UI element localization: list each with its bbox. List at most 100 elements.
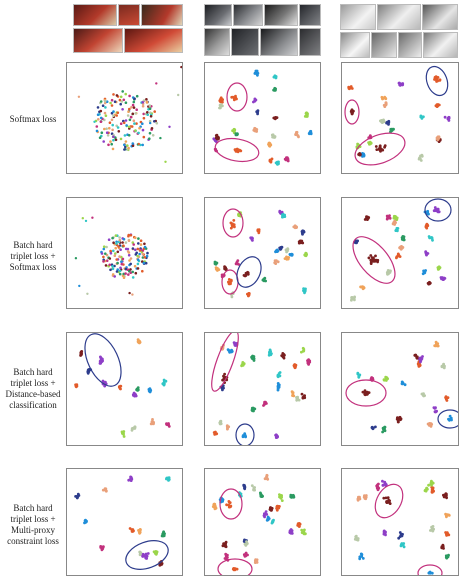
scatter-point xyxy=(351,111,354,114)
scatter-point xyxy=(384,483,388,487)
scatter-point xyxy=(277,506,281,510)
scatter-point xyxy=(245,271,249,275)
scatter-point xyxy=(222,377,226,381)
scatter-point xyxy=(400,245,404,249)
scatter-point xyxy=(437,266,441,270)
scatter-point xyxy=(86,371,90,375)
scatter-point xyxy=(105,259,109,262)
scatter-point xyxy=(118,98,122,102)
scatter-point xyxy=(218,106,221,110)
scatter-point xyxy=(273,87,277,91)
scatter-point xyxy=(103,99,107,103)
scatter-point xyxy=(363,392,367,395)
cluster-highlight-ellipse xyxy=(211,333,239,392)
cluster-highlight-ellipse xyxy=(125,540,169,570)
row-label-line: classification xyxy=(9,400,57,410)
scatter-point xyxy=(136,338,140,341)
scatter-point xyxy=(350,296,354,299)
scatter-point xyxy=(127,253,131,257)
row-label-line: Distance-based xyxy=(5,389,61,399)
scatter-point xyxy=(430,571,434,575)
scatter-point xyxy=(84,219,88,223)
scatter-point xyxy=(137,242,140,245)
scatter-point xyxy=(397,254,401,258)
scatter-point xyxy=(237,213,240,217)
scatter-point xyxy=(136,258,140,261)
scatter-point xyxy=(381,426,385,430)
scatter-point xyxy=(122,121,126,125)
scatter-point xyxy=(449,416,453,420)
scatter-point xyxy=(127,146,130,150)
scatter-point xyxy=(282,213,286,217)
row-label-line: Softmax loss xyxy=(9,262,57,272)
row-label-line: triplet loss + xyxy=(10,378,56,388)
scatter-point xyxy=(135,251,138,255)
scatter-point xyxy=(389,269,392,273)
scatter-point xyxy=(146,111,149,114)
thumbnail-image xyxy=(340,32,370,58)
scatter-point xyxy=(138,340,142,344)
scatter-point xyxy=(108,257,112,260)
scatter-point xyxy=(279,246,283,249)
scatter-point xyxy=(122,98,126,102)
scatter-point xyxy=(129,234,133,237)
scatter-point xyxy=(396,252,400,256)
scatter-point xyxy=(155,121,159,125)
scatter-point xyxy=(134,393,138,397)
scatter-point xyxy=(129,268,132,271)
scatter-point xyxy=(145,554,149,558)
cluster-highlight-ellipse xyxy=(352,236,396,284)
row-label-line: Multi-proxy xyxy=(11,525,55,535)
scatter-point xyxy=(427,483,430,487)
scatter-point xyxy=(413,354,417,357)
cluster-highlight-ellipse xyxy=(236,256,262,288)
scatter-panel-r1c2 xyxy=(204,62,321,174)
scatter-point xyxy=(113,275,116,278)
scatter-point xyxy=(137,131,140,135)
scatter-point xyxy=(108,263,111,267)
scatter-point xyxy=(110,104,114,107)
scatter-point xyxy=(243,435,247,438)
scatter-point xyxy=(141,269,144,273)
scatter-point xyxy=(264,279,267,283)
scatter-point xyxy=(447,513,451,517)
scatter-point xyxy=(427,212,430,216)
scatter-point xyxy=(436,76,440,79)
scatter-point xyxy=(388,499,391,503)
scatter-point xyxy=(102,255,105,259)
scatter-point xyxy=(115,270,119,273)
scatter-point xyxy=(381,430,384,434)
scatter-point xyxy=(143,245,147,249)
cluster-highlight-ellipse xyxy=(217,558,253,575)
scatter-point xyxy=(133,97,136,100)
scatter-point xyxy=(233,344,237,347)
scatter-point xyxy=(381,484,385,487)
scatter-point xyxy=(228,505,231,508)
scatter-point xyxy=(436,207,440,211)
scatter-point xyxy=(293,364,296,368)
scatter-panel-r3c3 xyxy=(341,332,459,446)
row-label-triplet-distance: Batch hard triplet loss + Distance-based… xyxy=(0,367,66,411)
scatter-point xyxy=(126,144,129,147)
scatter-point xyxy=(153,120,156,123)
scatter-point xyxy=(126,114,130,117)
scatter-point xyxy=(120,430,124,434)
scatter-point xyxy=(104,487,108,491)
scatter-point xyxy=(421,272,425,276)
scatter-point xyxy=(226,427,229,430)
scatter-point xyxy=(275,508,279,512)
scatter-point xyxy=(399,535,402,538)
cluster-highlight-ellipse xyxy=(226,82,248,112)
scatter-point xyxy=(131,247,135,250)
scatter-point xyxy=(99,100,103,103)
scatter-point xyxy=(377,486,381,490)
scatter-point xyxy=(401,532,404,536)
scatter-point xyxy=(104,264,108,267)
scatter-point xyxy=(135,94,139,98)
scatter-point xyxy=(123,148,126,151)
scatter-point xyxy=(443,493,447,497)
scatter-point xyxy=(108,121,112,124)
scatter-point xyxy=(424,252,428,256)
scatter-point xyxy=(111,267,115,271)
scatter-point xyxy=(146,251,149,255)
